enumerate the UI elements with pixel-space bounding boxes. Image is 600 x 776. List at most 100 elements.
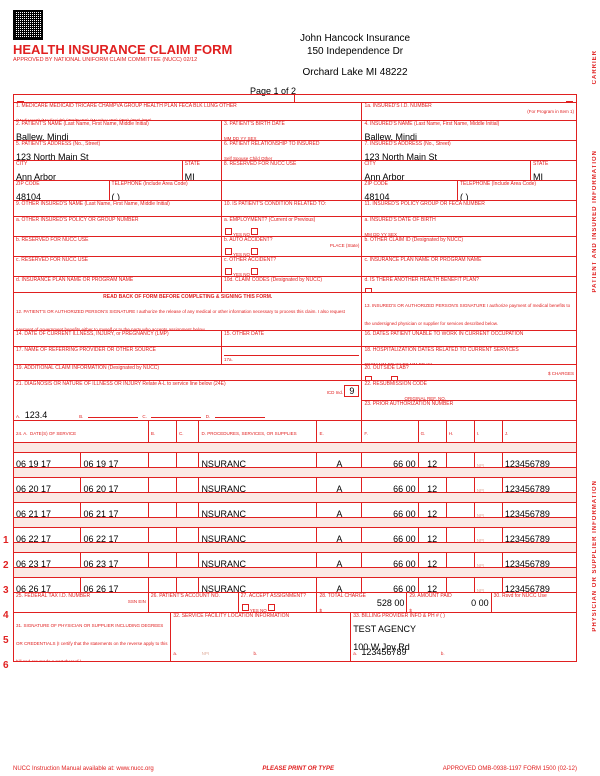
box29-value: 0 00 [471, 599, 489, 609]
box21-icd-value: 9 [344, 385, 359, 397]
box11b-label: b. OTHER CLAIM ID (Designated by NUCC) [364, 238, 574, 243]
box16-label: 16. DATES PATIENT UNABLE TO WORK IN CURR… [364, 332, 574, 337]
box19-label: 19. ADDITIONAL CLAIM INFORMATION (Design… [16, 366, 359, 371]
box2-label: 2. PATIENT'S NAME (Last Name, First Name… [16, 122, 219, 127]
qr-code [13, 10, 43, 40]
box14-label: 14. DATE OF CURRENT ILLNESS, INJURY, or … [16, 332, 219, 337]
box10-label: 10. IS PATIENT'S CONDITION RELATED TO: [224, 202, 360, 207]
box3-label: 3. PATIENT'S BIRTH DATE [224, 122, 360, 127]
box27-label: 27. ACCEPT ASSIGNMENT? [241, 594, 315, 599]
box33-name: TEST AGENCY [353, 624, 416, 634]
pat-zip-label: ZIP CODE [16, 182, 107, 187]
box6-label: 6. PATIENT RELATIONSHIP TO INSURED [224, 142, 360, 147]
box9b-label: b. RESERVED FOR NUCC USE [16, 238, 219, 243]
box5-value: 123 North Main St [16, 152, 89, 160]
box33a-value: 123456789 [361, 647, 406, 657]
box10a-yn: YES NO [233, 232, 250, 236]
box10c-yn: YES NO [233, 272, 250, 276]
service-row: 06 26 1706 26 17NSURANCA66 0012NPI123456… [14, 578, 576, 593]
box24j-h: J. RENDERING PROVIDER ID. # [505, 431, 539, 442]
ins-tel: ( ) [460, 192, 469, 200]
ins-tel-label: TELEPHONE (Include Area Code) [460, 182, 574, 187]
box10a-label: a. EMPLOYMENT? (Current or Previous) [224, 218, 360, 223]
box17-label: 17. NAME OF REFERRING PROVIDER OR OTHER … [16, 348, 219, 353]
carrier-tab: CARRIER [592, 50, 598, 84]
box27-sub: YES NO [250, 608, 267, 612]
ins-zip-label: ZIP CODE [364, 182, 455, 187]
box28-value: 528 00 [377, 599, 405, 609]
service-row: 06 22 1706 22 17NSURANCA66 0012NPI123456… [14, 528, 576, 543]
box31-label: 31. SIGNATURE OF PHYSICIAN OR SUPPLIER I… [16, 623, 168, 661]
box11-label: 11. INSURED'S POLICY GROUP OR FECA NUMBE… [364, 202, 574, 207]
service-row: 06 20 1706 20 17NSURANCA66 0012NPI123456… [14, 478, 576, 493]
box24h-h: H. EPSDT Family Plan [449, 431, 464, 442]
box32a: a. [173, 651, 177, 656]
box33b: b. [441, 651, 445, 656]
readback: READ BACK OF FORM BEFORE COMPLETING & SI… [16, 294, 359, 300]
box33-csz: Ann Arbor MI 48105-9610 [353, 660, 456, 661]
box18-label: 18. HOSPITALIZATION DATES RELATED TO CUR… [364, 348, 574, 353]
service-row: 06 19 1706 19 17NSURANCA66 0012NPI123456… [14, 453, 576, 468]
box30-label: 30. Rsvd for NUCC Use [494, 594, 574, 599]
footer-center: PLEASE PRINT OR TYPE [262, 766, 334, 772]
box7-value: 123 North Main St [364, 152, 437, 160]
box9d-label: d. INSURANCE PLAN NAME OR PROGRAM NAME [16, 278, 219, 283]
pat-state-label: STATE [185, 162, 219, 167]
box28-s: $ [319, 608, 322, 612]
box4-label: 4. INSURED'S NAME (Last Name, First Name… [364, 122, 574, 127]
box23-label: 23. PRIOR AUTHORIZATION NUMBER [364, 402, 574, 407]
box10b-yn: YES NO [233, 252, 250, 256]
box24b-h: B. PLACE OF SERVICE [151, 431, 173, 442]
box21-a: 123.4 [25, 411, 75, 420]
box25-label: 25. FEDERAL TAX I.D. NUMBER [16, 594, 146, 599]
pat-zip: 48104 [16, 192, 41, 200]
box24g-h: G. DAYS OR UNITS [421, 431, 435, 442]
box4-value: Ballew, Mindi [364, 132, 417, 140]
box6-sub: Self Spouse Child Other [224, 156, 272, 160]
box25-sub: SSN EIN [128, 599, 146, 604]
box9a-label: a. OTHER INSURED'S POLICY OR GROUP NUMBE… [16, 218, 219, 223]
box33a-label: a. [353, 651, 357, 656]
box26-label: 26. PATIENT'S ACCOUNT NO. [151, 594, 236, 599]
box22-label: 22. RESUBMISSION CODE [364, 382, 574, 387]
box8-label: 8. RESERVED FOR NUCC USE [224, 162, 360, 167]
service-row: 06 23 1706 23 17NSURANCA66 0012NPI123456… [14, 553, 576, 568]
box9c-label: c. RESERVED FOR NUCC USE [16, 258, 219, 263]
carrier-addr1: 150 Independence Dr [300, 45, 410, 58]
box20-charges: $ CHARGES [548, 371, 574, 376]
box21-label: 21. DIAGNOSIS OR NATURE OF ILLNESS OR IN… [16, 382, 359, 387]
footer-left: NUCC Instruction Manual available at: ww… [13, 766, 154, 772]
ins-city: Ann Arbor [364, 172, 404, 180]
box10d-label: 10d. CLAIM CODES (Designated by NUCC) [224, 278, 360, 283]
box24e-h: E. DIAGNOSIS POINTER [319, 431, 344, 442]
patient-tab: PATIENT AND INSURED INFORMATION [592, 150, 598, 292]
box10c-label: c. OTHER ACCIDENT? [224, 258, 360, 263]
box2-value: Ballew, Mindi [16, 132, 69, 140]
box1a-sub: (For Program in Item 1) [527, 109, 574, 114]
footer-right: APPROVED OMB-0938-1197 FORM 1500 (02-12) [443, 766, 577, 772]
box32-label: 32. SERVICE FACILITY LOCATION INFORMATIO… [173, 614, 348, 619]
box9-label: 9. OTHER INSURED'S NAME (Last Name, Firs… [16, 202, 219, 207]
box24c-h: C. EMG [179, 431, 189, 442]
ins-state: MI [533, 172, 543, 180]
box20-label: 20. OUTSIDE LAB? [364, 366, 574, 371]
box24f-h: F. $ CHARGES [364, 431, 390, 442]
box5-label: 5. PATIENT'S ADDRESS (No., Street) [16, 142, 219, 147]
box11d-label: d. IS THERE ANOTHER HEALTH BENEFIT PLAN? [364, 278, 574, 283]
footer: NUCC Instruction Manual available at: ww… [13, 766, 577, 772]
form-subtitle: APPROVED BY NATIONAL UNIFORM CLAIM COMMI… [13, 57, 197, 63]
box3-sub: MM DD YY SEX [224, 136, 257, 140]
box24a-h: 24. A. DATE(S) OF SERVICE From To MM DD … [16, 431, 76, 442]
form-grid: PICA PICA 1. MEDICARE MEDICAID TRICARE C… [13, 94, 577, 662]
pat-city: Ann Arbor [16, 172, 56, 180]
box1-label: 1. MEDICARE MEDICAID TRICARE CHAMPVA GRO… [16, 104, 359, 109]
ins-city-label: CITY [364, 162, 528, 167]
physician-tab: PHYSICIAN OR SUPPLIER INFORMATION [592, 480, 598, 632]
box29-s: $ [409, 608, 412, 612]
box18-sub: FROM MM DD YY TO MM DD YY [364, 362, 432, 364]
box11a-sub: MM DD YY SEX [364, 232, 397, 236]
box32b: b. [254, 651, 258, 656]
pat-state: MI [185, 172, 195, 180]
carrier-address: John Hancock Insurance 150 Independence … [300, 32, 410, 79]
box21-icd-label: ICD Ind. [327, 390, 344, 395]
